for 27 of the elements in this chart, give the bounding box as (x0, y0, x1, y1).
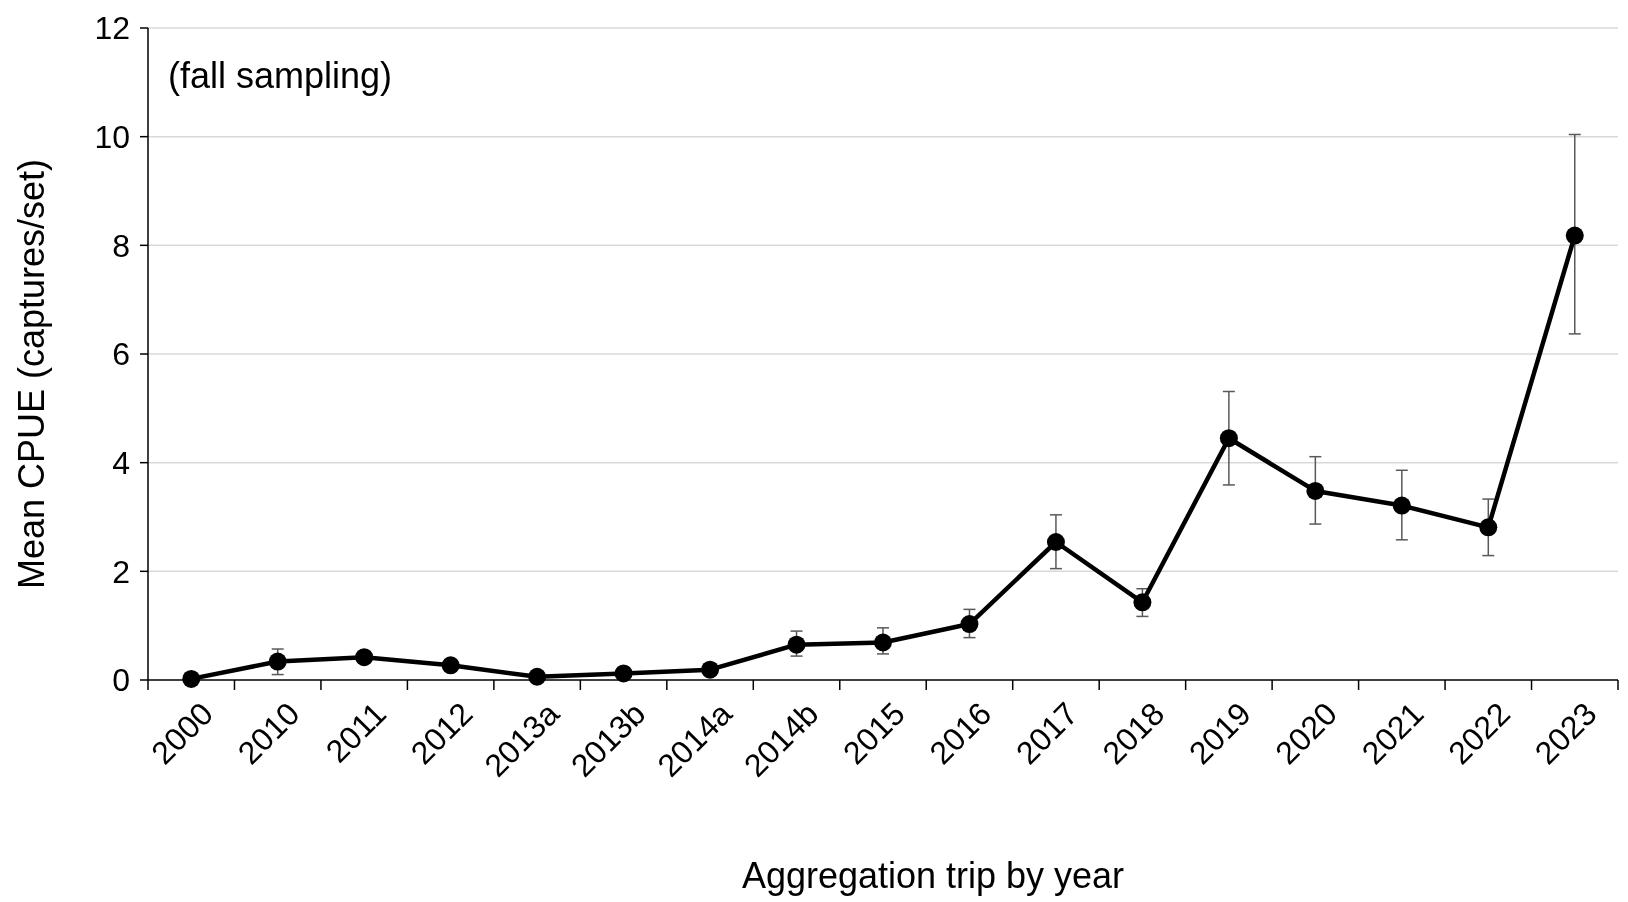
y-tick-label: 6 (112, 336, 130, 373)
annotation: (fall sampling) (168, 55, 393, 96)
point (1392, 496, 1411, 515)
y-tick-label: 12 (94, 10, 130, 47)
point (441, 656, 460, 675)
point (701, 660, 720, 679)
y-axis-title: Mean CPUE (captures/set) (11, 158, 52, 590)
point (874, 633, 892, 652)
point (1565, 226, 1584, 245)
y-tick-label: 2 (112, 553, 130, 590)
point (1219, 429, 1238, 448)
point (787, 635, 806, 654)
point (355, 648, 374, 667)
point (960, 615, 979, 634)
point (528, 667, 547, 686)
y-tick-label: 0 (112, 662, 130, 699)
point (182, 669, 201, 688)
point (1046, 532, 1065, 551)
y-tick-label: 8 (112, 227, 130, 264)
point (1133, 593, 1152, 612)
y-tick-label: 4 (112, 444, 130, 481)
y-tick-label: 10 (94, 118, 130, 155)
x-axis-title: Aggregation trip by year (741, 855, 1125, 896)
point (268, 652, 287, 671)
point (1479, 518, 1498, 537)
point (1306, 481, 1325, 500)
point (614, 664, 633, 683)
